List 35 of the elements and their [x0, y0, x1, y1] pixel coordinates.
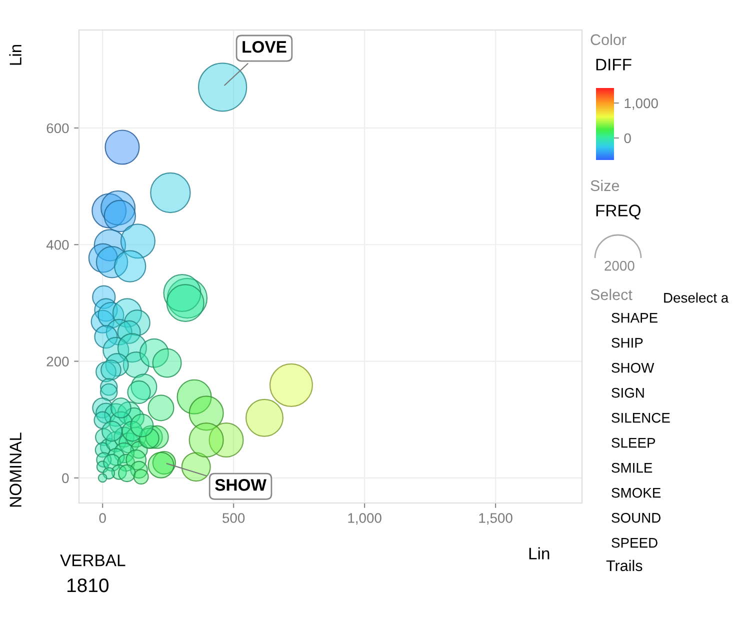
y-tick-label: 400 [46, 240, 69, 250]
y-tick-label: 0 [62, 473, 69, 484]
text: Lin [9, 44, 22, 65]
annotation: LOVE [242, 40, 286, 53]
text: FREQ [596, 204, 640, 220]
text: SHOW [612, 362, 654, 373]
x-axis-title: VERBAL [60, 554, 126, 566]
x-tick-label: 1,000 [348, 513, 382, 525]
color-bar-label: 1,000 [624, 98, 658, 110]
x-tick-label: 1,500 [479, 513, 512, 525]
y-axis-title: NOMINAL [10, 432, 22, 507]
annotation: SHOW [215, 479, 266, 491]
y-tick-label: 600 [46, 123, 69, 134]
text: SILENCE [612, 412, 670, 423]
x-tick-label: 500 [222, 513, 245, 523]
text: SPEED [612, 538, 658, 548]
text: SMILE [612, 462, 652, 473]
color-bar-label: 0 [624, 133, 631, 144]
text: Select [590, 288, 632, 300]
text: SHAPE [612, 312, 658, 323]
text: SHIP [612, 338, 643, 348]
y-tick-label: 200 [46, 356, 69, 366]
color-bar-title: DIFF [596, 58, 632, 70]
text: Trails [606, 560, 642, 572]
text: SIGN [612, 388, 644, 398]
text: SMOKE [612, 488, 661, 498]
text: 2000 [604, 260, 634, 271]
text: Deselect a [664, 292, 729, 303]
text: SLEEP [612, 438, 656, 448]
x-tick-label: 0 [99, 513, 106, 523]
text: Color [590, 34, 626, 46]
text: SOUND [612, 512, 660, 523]
text: Lin [529, 547, 550, 560]
text: 1810 [67, 578, 108, 592]
text: Size [590, 180, 620, 192]
